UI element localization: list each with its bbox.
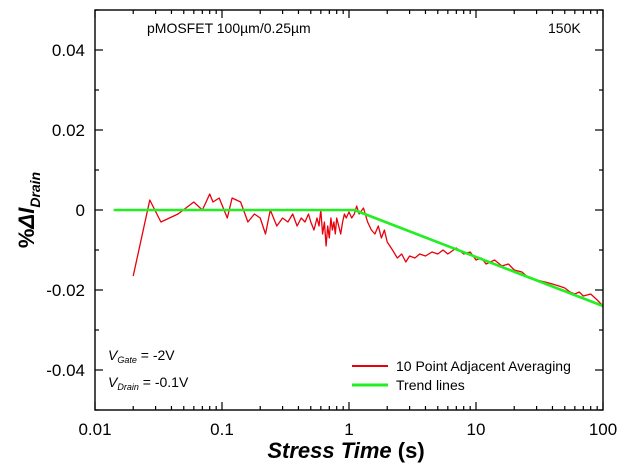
- x-tick-label: 0.01: [78, 420, 111, 439]
- y-tick-label: 0: [76, 201, 85, 220]
- y-tick-label: 0.02: [52, 121, 85, 140]
- series-trend-line: [113, 208, 604, 308]
- vgate-value: = -2V: [137, 347, 175, 363]
- vdrain-sub: Drain: [117, 382, 139, 392]
- vdrain-value: = -0.1V: [139, 374, 189, 390]
- vdrain-var: V: [108, 374, 119, 390]
- y-tick-label: -0.02: [46, 281, 85, 300]
- x-tick-label: 0.1: [210, 420, 234, 439]
- y-axis-title-prefix: %: [14, 229, 39, 249]
- temperature-label: 150K: [548, 20, 581, 36]
- x-axis-title-unit: (s): [392, 438, 425, 463]
- x-axis-title-main: Stress Time: [267, 438, 391, 463]
- x-tick-label: 1: [344, 420, 353, 439]
- y-tick-label: 0.04: [52, 41, 85, 60]
- legend-label-averaging: 10 Point Adjacent Averaging: [396, 358, 571, 374]
- vgate-sub: Gate: [117, 355, 137, 365]
- series-averaging-line: [132, 193, 604, 307]
- y-tick-label: -0.04: [46, 361, 85, 380]
- legend: 10 Point Adjacent Averaging Trend lines: [352, 358, 571, 393]
- vgate-annotation: VGate = -2V: [108, 347, 175, 365]
- x-axis-title: Stress Time (s): [267, 438, 424, 463]
- y-axis-title-delta: Δ: [14, 214, 39, 230]
- series-layer: [113, 193, 604, 308]
- x-tick-label: 100: [589, 420, 617, 439]
- vgate-var: V: [108, 347, 119, 363]
- y-axis-title-sub: Drain: [27, 172, 43, 208]
- y-axis-title-var: I: [14, 207, 39, 214]
- vdrain-annotation: VDrain = -0.1V: [108, 374, 189, 392]
- axis-layer: 0.01 0.1 1 10 100 0.04 0.02 0 -0.02 -0.04: [46, 9, 617, 439]
- legend-label-trend: Trend lines: [396, 377, 465, 393]
- x-tick-label: 10: [467, 420, 486, 439]
- plot-frame: [94, 9, 604, 411]
- y-axis-title: %ΔIDrain: [14, 172, 43, 248]
- chart-title: pMOSFET 100µm/0.25µm: [147, 20, 311, 36]
